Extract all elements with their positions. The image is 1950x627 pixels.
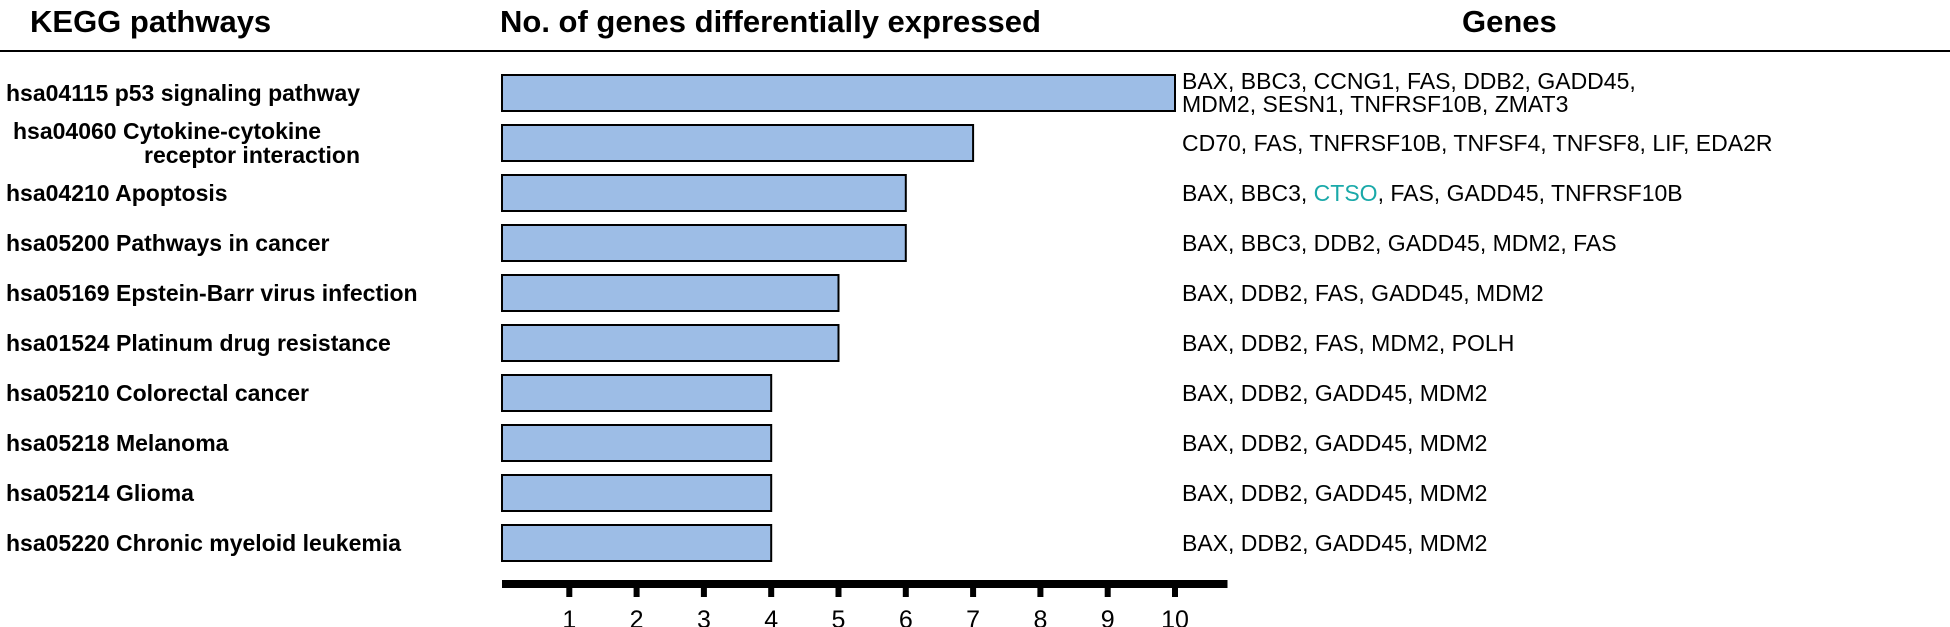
gene-list: BAX, DDB2, FAS, GADD45, MDM2: [1182, 279, 1544, 306]
gene-list-line: BAX, BBC3, DDB2, GADD45, MDM2, FAS: [1182, 229, 1617, 256]
x-tick: [566, 584, 573, 597]
gene-list: BAX, BBC3, CCNG1, FAS, DDB2, GADD45, MDM2…: [1182, 70, 1636, 116]
gene-list-line: BAX, DDB2, FAS, GADD45, MDM2: [1182, 279, 1544, 306]
x-tick-label: 5: [832, 606, 846, 627]
x-tick-label: 3: [697, 606, 711, 627]
bar: [501, 424, 773, 462]
x-tick: [633, 584, 640, 597]
gene-list: BAX, DDB2, GADD45, MDM2: [1182, 429, 1488, 456]
pathway-label-line: hsa01524 Platinum drug resistance: [6, 330, 391, 356]
gene-text: MDM2, SESN1, TNFRSF10B, ZMAT3: [1182, 91, 1569, 117]
header-divider: [0, 50, 1950, 52]
pathway-label-line: hsa05218 Melanoma: [6, 430, 229, 456]
pathway-label: hsa05210 Colorectal cancer: [6, 381, 309, 405]
pathway-label: hsa05200 Pathways in cancer: [6, 231, 329, 255]
gene-list-line: BAX, DDB2, GADD45, MDM2: [1182, 529, 1488, 556]
pathway-label: hsa05214 Glioma: [6, 481, 194, 505]
bar: [501, 374, 773, 412]
pathway-label: hsa05220 Chronic myeloid leukemia: [6, 531, 401, 555]
pathway-label-line: hsa05214 Glioma: [6, 480, 194, 506]
gene-list-line: MDM2, SESN1, TNFRSF10B, ZMAT3: [1182, 93, 1636, 116]
pathway-label-line: hsa04060 Cytokine-cytokine: [13, 118, 322, 144]
pathway-label: hsa04210 Apoptosis: [6, 181, 228, 205]
gene-list-line: BAX, BBC3, CCNG1, FAS, DDB2, GADD45,: [1182, 70, 1636, 93]
bar: [501, 74, 1176, 112]
bar: [501, 524, 773, 562]
bar: [501, 124, 975, 162]
gene-list: BAX, BBC3, DDB2, GADD45, MDM2, FAS: [1182, 229, 1617, 256]
x-tick: [1172, 584, 1178, 597]
x-tick-label: 8: [1033, 606, 1047, 627]
pathway-label-line: hsa04210 Apoptosis: [6, 180, 228, 206]
gene-text: BAX, BBC3, DDB2, GADD45, MDM2, FAS: [1182, 229, 1617, 256]
x-tick-label: 6: [899, 606, 913, 627]
pathway-label-line: hsa05200 Pathways in cancer: [6, 230, 330, 256]
gene-text: BAX, DDB2, GADD45, MDM2: [1182, 379, 1488, 406]
pathway-label-line: hsa05220 Chronic myeloid leukemia: [6, 530, 402, 556]
gene-text: BAX, BBC3, CCNG1, FAS, DDB2, GADD45,: [1182, 68, 1636, 94]
bar: [501, 324, 840, 362]
gene-list-line: CD70, FAS, TNFRSF10B, TNFSF4, TNFSF8, LI…: [1182, 129, 1773, 156]
x-axis-line: [502, 580, 1228, 588]
x-tick-label: 9: [1101, 606, 1115, 627]
gene-list-line: BAX, DDB2, GADD45, MDM2: [1182, 479, 1488, 506]
pathway-label: hsa04060 Cytokine-cytokine receptor inter…: [6, 119, 360, 167]
gene-list-line: BAX, DDB2, GADD45, MDM2: [1182, 379, 1488, 406]
x-tick: [902, 584, 909, 597]
bar: [501, 274, 840, 312]
x-tick: [1037, 584, 1044, 597]
pathway-label-line: hsa05210 Colorectal cancer: [6, 380, 310, 406]
highlighted-gene: CTSO: [1313, 179, 1378, 206]
pathway-label: hsa05169 Epstein-Barr virus infection: [6, 281, 418, 305]
gene-text: BAX, DDB2, GADD45, MDM2: [1182, 479, 1488, 506]
gene-text: BAX, DDB2, FAS, MDM2, POLH: [1182, 329, 1515, 356]
gene-text: CD70, FAS, TNFRSF10B, TNFSF4, TNFSF8, LI…: [1182, 129, 1773, 156]
gene-list-line: BAX, DDB2, GADD45, MDM2: [1182, 429, 1488, 456]
pathway-label: hsa05218 Melanoma: [6, 431, 228, 455]
pathways-column-header: KEGG pathways: [30, 4, 272, 39]
gene-text: BAX, DDB2, FAS, GADD45, MDM2: [1182, 279, 1544, 306]
gene-list: BAX, DDB2, GADD45, MDM2: [1182, 529, 1488, 556]
gene-list: CD70, FAS, TNFRSF10B, TNFSF4, TNFSF8, LI…: [1182, 129, 1773, 156]
x-tick: [768, 584, 775, 597]
gene-list: BAX, DDB2, FAS, MDM2, POLH: [1182, 329, 1515, 356]
gene-text: BAX, BBC3,: [1182, 179, 1314, 206]
gene-text: , FAS, GADD45, TNFRSF10B: [1377, 179, 1683, 206]
bar: [501, 174, 907, 212]
gene-list-line: BAX, BBC3, CTSO, FAS, GADD45, TNFRSF10B: [1182, 179, 1683, 206]
x-tick-label: 2: [630, 606, 644, 627]
count-column-header: No. of genes differentially expressed: [500, 4, 1041, 39]
x-tick: [1104, 584, 1111, 597]
bar: [501, 224, 907, 262]
x-tick: [835, 584, 842, 597]
x-tick-label: 1: [562, 606, 576, 627]
x-tick-label: 10: [1161, 606, 1189, 627]
x-tick-label: 7: [966, 606, 980, 627]
x-tick: [700, 584, 707, 597]
x-tick-label: 4: [764, 606, 778, 627]
pathway-label: hsa01524 Platinum drug resistance: [6, 331, 391, 355]
bar: [501, 474, 773, 512]
genes-column-header: Genes: [1462, 4, 1557, 39]
x-tick: [970, 584, 977, 597]
pathway-label-line: hsa05169 Epstein-Barr virus infection: [6, 280, 418, 306]
gene-list: BAX, DDB2, GADD45, MDM2: [1182, 479, 1488, 506]
pathway-label: hsa04115 p53 signaling pathway: [6, 81, 360, 105]
gene-list: BAX, BBC3, CTSO, FAS, GADD45, TNFRSF10B: [1182, 179, 1683, 206]
pathway-label-line: hsa04115 p53 signaling pathway: [6, 80, 361, 106]
gene-text: BAX, DDB2, GADD45, MDM2: [1182, 429, 1488, 456]
gene-text: BAX, DDB2, GADD45, MDM2: [1182, 529, 1488, 556]
pathway-label-line: receptor interaction: [144, 142, 360, 168]
gene-list-line: BAX, DDB2, FAS, MDM2, POLH: [1182, 329, 1515, 356]
gene-list: BAX, DDB2, GADD45, MDM2: [1182, 379, 1488, 406]
